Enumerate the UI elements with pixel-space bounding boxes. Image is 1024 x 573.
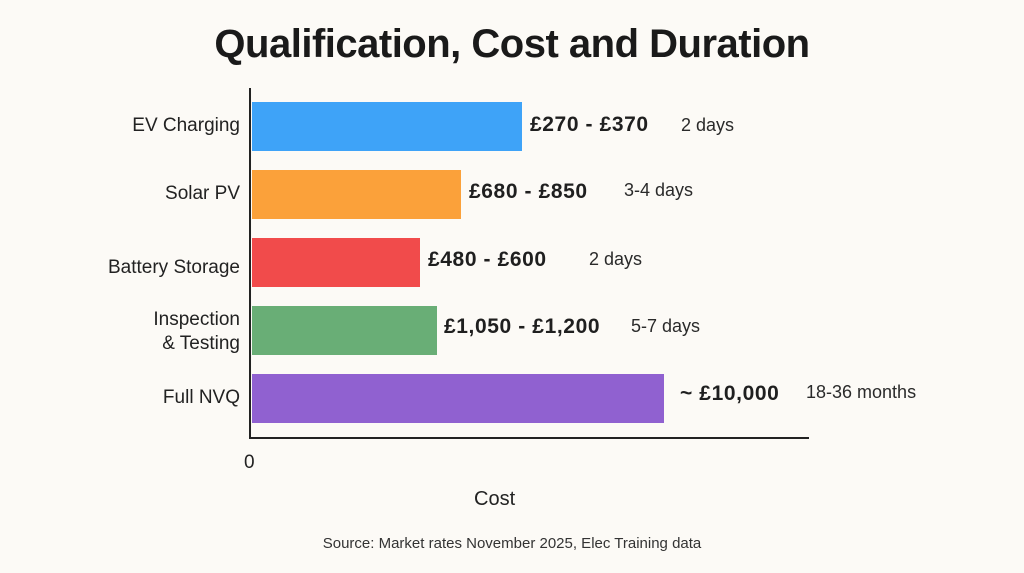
bar-ev-charging — [252, 102, 522, 151]
x-axis-line — [249, 437, 809, 439]
source-note: Source: Market rates November 2025, Elec… — [322, 535, 702, 552]
duration-label-ev-charging: 2 days — [681, 115, 735, 135]
category-label-ev-charging: EV Charging — [132, 115, 240, 136]
cost-label-solar-pv: £680 - £850 — [469, 180, 588, 203]
cost-label-inspection-testing: £1,050 - £1,200 — [444, 315, 601, 338]
duration-label-inspection-testing: 5-7 days — [631, 316, 701, 336]
category-label-solar-pv: Solar PV — [165, 183, 240, 204]
duration-label-battery-storage: 2 days — [589, 249, 643, 269]
duration-label-solar-pv: 3-4 days — [624, 180, 694, 200]
cost-label-full-nvq: ~ £10,000 — [680, 382, 780, 405]
category-label-full-nvq: Full NVQ — [162, 387, 240, 408]
bar-battery-storage — [252, 238, 420, 287]
duration-label-full-nvq: 18-36 months — [806, 382, 917, 402]
x-axis-tick-zero: 0 — [244, 452, 255, 473]
chart-title: Qualification, Cost and Duration — [214, 22, 810, 66]
cost-label-battery-storage: £480 - £600 — [428, 248, 547, 271]
y-axis-line — [249, 88, 251, 439]
category-label-inspection-testing: Inspection & Testing — [153, 309, 240, 354]
x-axis-label: Cost — [474, 488, 516, 510]
bar-inspection-testing — [252, 306, 437, 355]
cost-label-ev-charging: £270 - £370 — [530, 113, 649, 136]
category-label-battery-storage: Battery Storage — [107, 257, 240, 278]
bar-solar-pv — [252, 170, 461, 219]
bar-full-nvq — [252, 374, 664, 423]
